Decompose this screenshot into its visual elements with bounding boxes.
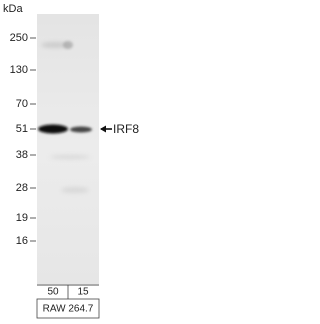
target-label: IRF8 bbox=[113, 122, 139, 136]
arrow-head bbox=[100, 125, 106, 133]
western-blot-figure: IRF8 kDa RAW 264.7 250 130 70 51 38 28 19 16 50 1… bbox=[3, 3, 139, 319]
lane-label: 50 bbox=[47, 287, 59, 298]
cell-line-box bbox=[36, 298, 100, 319]
units-label: kDa bbox=[3, 3, 23, 15]
marker-label: 250 bbox=[10, 32, 28, 44]
band-lane-2 bbox=[70, 126, 92, 133]
marker-label: 70 bbox=[16, 98, 28, 110]
marker-label: 19 bbox=[16, 212, 28, 224]
blot-membrane bbox=[37, 14, 99, 286]
background-smear bbox=[61, 187, 89, 193]
marker-label: 16 bbox=[16, 235, 28, 247]
background-smear bbox=[41, 42, 69, 48]
marker-label: 130 bbox=[10, 64, 28, 76]
lane-label: 15 bbox=[77, 287, 89, 298]
marker-label: 38 bbox=[16, 149, 28, 161]
marker-label: 28 bbox=[16, 182, 28, 194]
marker-label: 51 bbox=[16, 123, 28, 135]
background-smear bbox=[50, 155, 90, 159]
band-lane-1 bbox=[38, 124, 68, 134]
cell-line-label: RAW 264.7 bbox=[43, 304, 94, 315]
background-spot bbox=[63, 41, 73, 49]
